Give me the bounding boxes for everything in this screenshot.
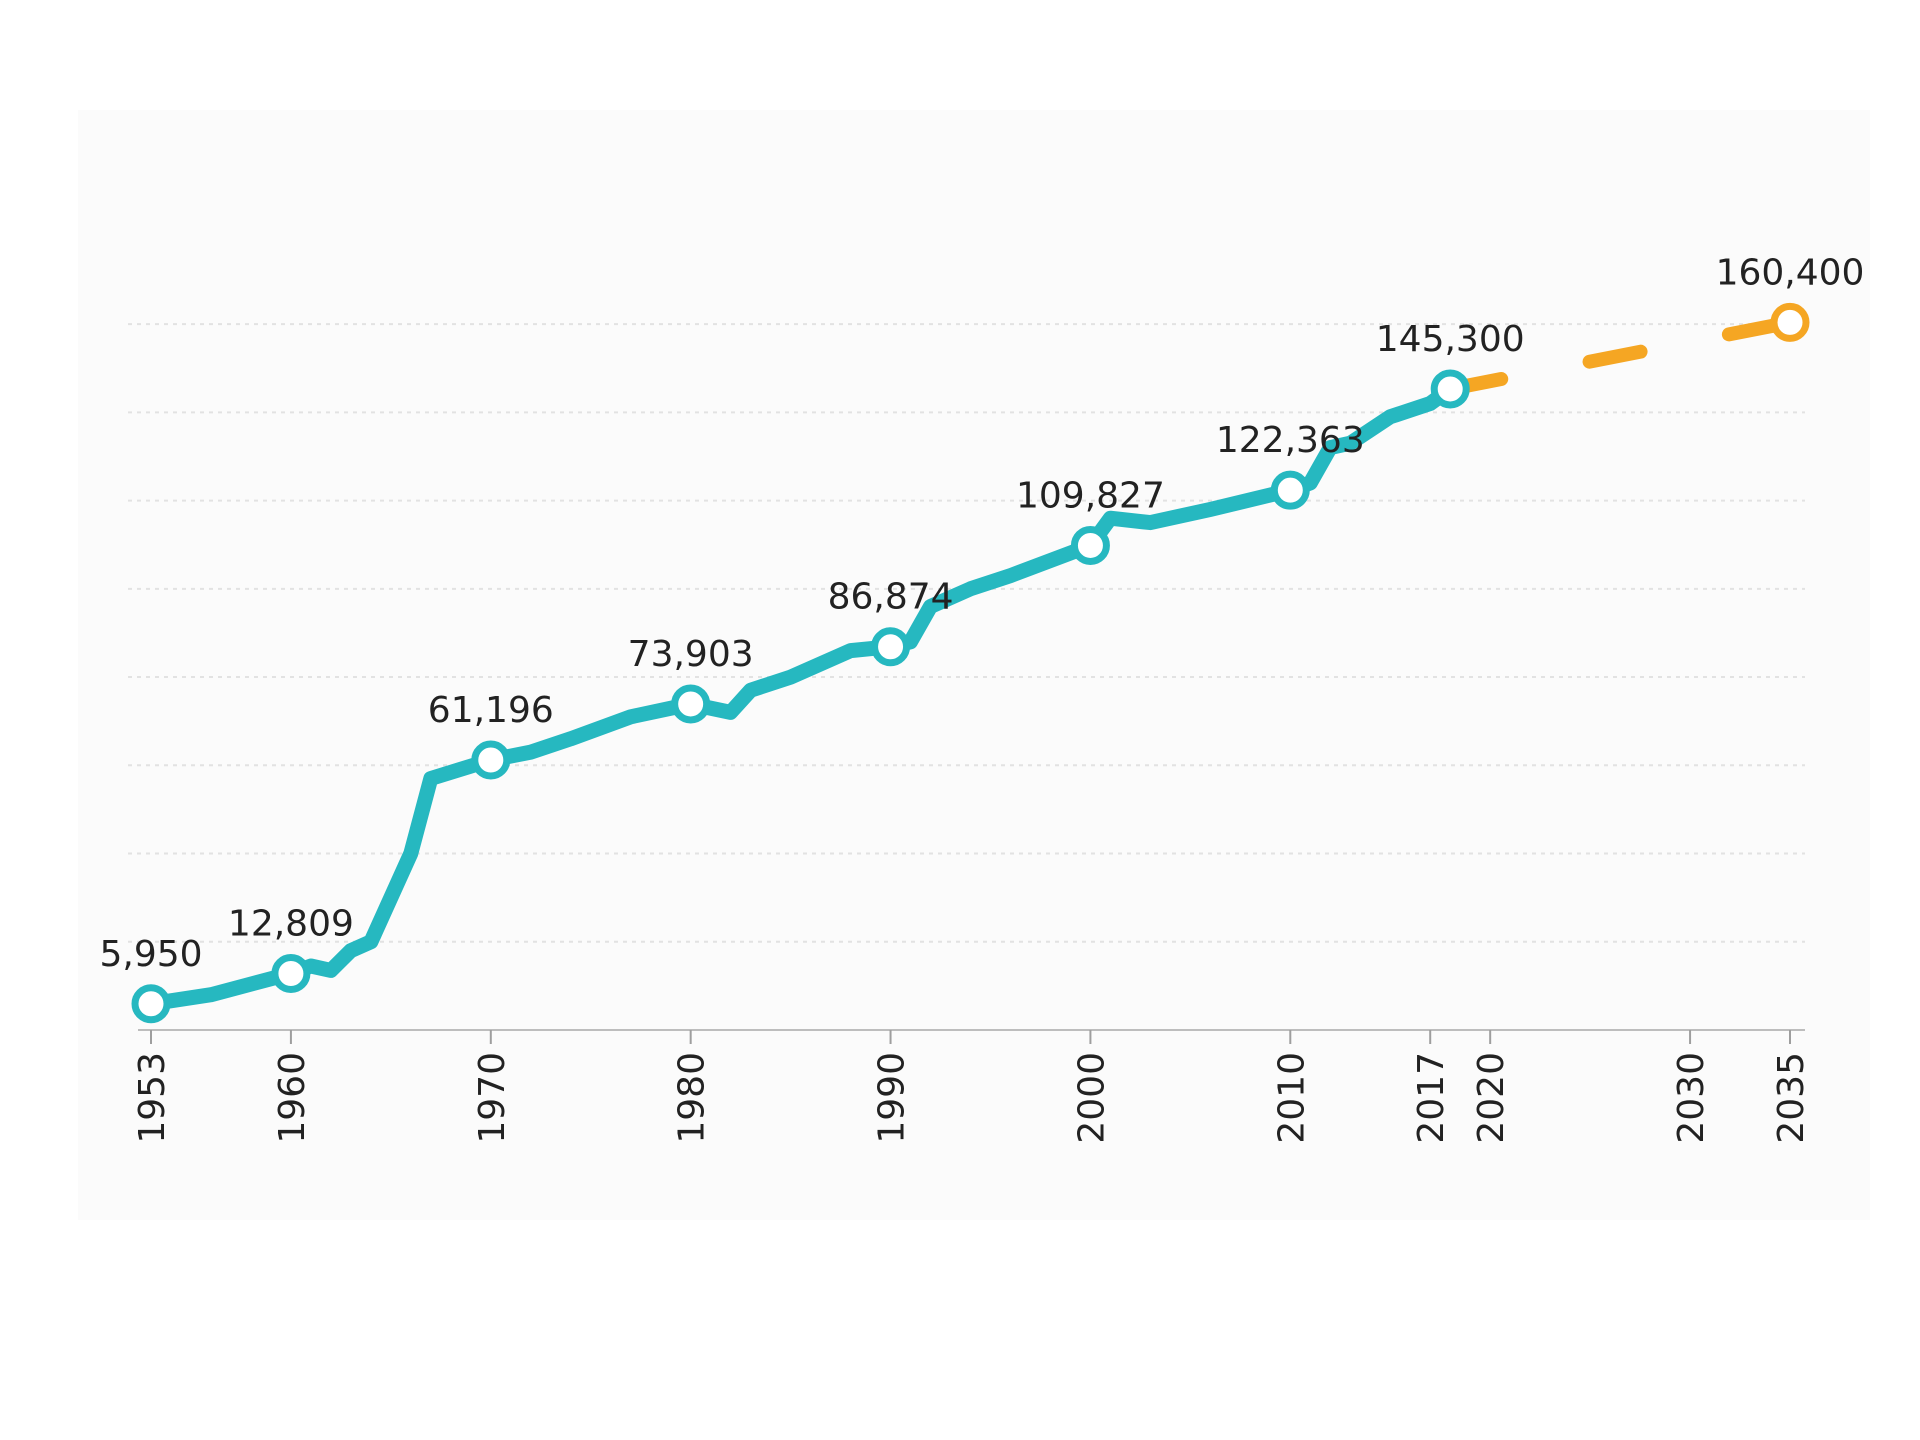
data-label-2010: 122,363 — [1216, 420, 1365, 461]
data-label-1953: 5,950 — [99, 934, 202, 975]
point-marker-2010 — [1270, 470, 1310, 510]
x-tick-label-2017: 2017 — [1411, 1052, 1452, 1144]
point-marker-1970 — [471, 740, 511, 780]
chart-panel: 1953 1960 1970 1980 1990 2000 2010 2017 2020 2030… — [78, 110, 1870, 1220]
x-tick-label-2000: 2000 — [1071, 1052, 1112, 1144]
data-labels: 5,950 12,809 61,196 73,903 86,874 109,827 122,… — [99, 252, 1864, 974]
data-label-1970: 61,196 — [428, 690, 554, 731]
point-marker-1960 — [271, 953, 311, 993]
data-label-1980: 73,903 — [628, 634, 754, 675]
point-marker-2018 — [1430, 369, 1470, 409]
x-tick-label-1970: 1970 — [472, 1052, 513, 1144]
x-tick-label-1980: 1980 — [672, 1052, 713, 1144]
x-tick-label-1990: 1990 — [872, 1052, 913, 1144]
x-tick-label-1960: 1960 — [272, 1052, 313, 1144]
x-axis: 1953 1960 1970 1980 1990 2000 2010 2017 2020 2030… — [132, 1029, 1812, 1144]
point-marker-2035 — [1770, 302, 1810, 342]
series-lines — [143, 315, 1797, 1012]
data-label-2035: 160,400 — [1716, 252, 1865, 293]
x-tick-label-2010: 2010 — [1271, 1052, 1312, 1144]
x-tick-label-2020: 2020 — [1471, 1052, 1512, 1144]
data-label-2000: 109,827 — [1016, 475, 1165, 516]
data-label-2018: 145,300 — [1376, 319, 1525, 360]
x-tick-label-2035: 2035 — [1771, 1052, 1812, 1144]
point-marker-1990 — [871, 627, 911, 667]
series-projection-line — [1443, 315, 1797, 396]
line-chart: 1953 1960 1970 1980 1990 2000 2010 2017 2020 2030… — [99, 252, 1864, 1144]
data-label-1960: 12,809 — [228, 903, 354, 944]
point-marker-1980 — [671, 684, 711, 724]
data-markers — [131, 302, 1810, 1024]
x-tick-label-2030: 2030 — [1671, 1052, 1712, 1144]
grid-lines — [128, 323, 1805, 943]
data-label-1990: 86,874 — [828, 577, 954, 618]
x-tick-label-1953: 1953 — [132, 1052, 173, 1144]
point-marker-1953 — [131, 984, 171, 1024]
point-marker-2000 — [1070, 525, 1110, 565]
